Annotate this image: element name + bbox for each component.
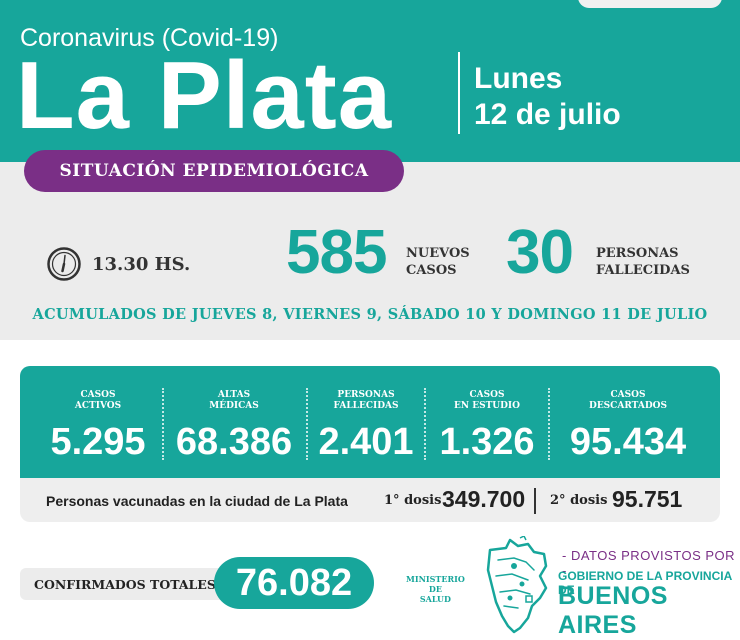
new-cases-label: NUEVOS CASOS: [406, 245, 470, 279]
subtitle: Coronavirus (Covid-19): [20, 24, 279, 52]
stat-discarded: CASOS DESCARTADOS 95.434: [550, 366, 706, 478]
confirmed-value: 76.082: [214, 557, 374, 609]
confirmed-label: CONFIRMADOS TOTALES: [34, 577, 216, 592]
stat-label-line2: ACTIVOS: [74, 401, 122, 411]
stat-medical-discharges: ALTAS MÉDICAS 68.386: [164, 366, 304, 478]
stat-value: 5.295: [50, 421, 146, 463]
city-title: La Plata: [16, 42, 393, 149]
header-banner: [0, 0, 740, 162]
stat-deceased: PERSONAS FALLECIDAS 2.401: [308, 366, 424, 478]
situation-badge: SITUACIÓN EPIDEMIOLÓGICA: [24, 150, 404, 192]
stat-label-line2: DESCARTADOS: [589, 401, 667, 411]
dose2-label: 2° dosis: [550, 493, 608, 508]
dose-divider: [534, 488, 536, 514]
stat-label-line2: FALLECIDAS: [333, 401, 399, 411]
stat-label: CASOS ACTIVOS: [34, 390, 162, 412]
new-cases-label-line1: NUEVOS: [406, 246, 470, 261]
stat-label-line2: MÉDICAS: [209, 401, 259, 411]
stat-label: CASOS DESCARTADOS: [550, 390, 706, 412]
stat-value: 2.401: [318, 421, 414, 463]
ministry-line1: MINISTERIO: [406, 574, 465, 584]
ministry-line2: DE: [428, 584, 442, 594]
stat-divider: [162, 388, 164, 460]
stats-card: CASOS ACTIVOS 5.295 ALTAS MÉDICAS 68.386…: [20, 366, 720, 522]
dose1-label: 1° dosis: [384, 493, 442, 508]
province-label: BUENOS AIRES: [558, 582, 668, 639]
deaths-label: PERSONAS FALLECIDAS: [596, 245, 690, 279]
stat-value: 1.326: [439, 421, 535, 463]
stat-under-study: CASOS EN ESTUDIO 1.326: [426, 366, 548, 478]
stat-label-line1: CASOS: [80, 390, 116, 400]
stat-label: PERSONAS FALLECIDAS: [308, 390, 424, 412]
top-tab: [578, 0, 722, 8]
accumulated-note: ACUMULADOS DE JUEVES 8, VIERNES 9, SÁBAD…: [32, 306, 708, 323]
stat-divider: [424, 388, 426, 460]
report-time: 13.30 HS.: [92, 254, 191, 275]
stat-label-line1: CASOS: [610, 390, 646, 400]
dose2-value: 95.751: [612, 486, 683, 512]
stat-label-line1: ALTAS: [217, 390, 251, 400]
date-full: 12 de julio: [474, 98, 621, 131]
deaths-value: 30: [506, 218, 574, 287]
stat-label-line1: CASOS: [469, 390, 505, 400]
new-cases-value: 585: [286, 218, 387, 287]
government-label: GOBIERNO DE LA PROVINCIA DE: [558, 569, 732, 597]
confirmed-bar: [20, 568, 240, 600]
stat-divider: [306, 388, 308, 460]
stat-label: ALTAS MÉDICAS: [164, 390, 304, 412]
clock-icon: [47, 247, 81, 281]
stat-label: CASOS EN ESTUDIO: [426, 390, 548, 412]
stats-panel: CASOS ACTIVOS 5.295 ALTAS MÉDICAS 68.386…: [20, 366, 720, 478]
date-day: Lunes: [474, 62, 563, 95]
ministry-line3: SALUD: [419, 594, 451, 604]
stat-label-line1: PERSONAS: [337, 390, 395, 400]
stat-label-line2: EN ESTUDIO: [454, 401, 520, 411]
stat-divider: [548, 388, 550, 460]
new-cases-label-line2: CASOS: [406, 263, 457, 278]
dose1-value: 349.700: [442, 486, 526, 512]
provided-by-label: - DATOS PROVISTOS POR -: [562, 548, 736, 578]
stat-value: 68.386: [175, 421, 293, 463]
deaths-label-line1: PERSONAS: [596, 246, 679, 261]
buenos-aires-map-icon: [486, 536, 548, 634]
ministry-label: MINISTERIO DE SALUD: [406, 574, 465, 604]
stat-active-cases: CASOS ACTIVOS 5.295: [34, 366, 162, 478]
vaccination-label: Personas vacunadas en la ciudad de La Pl…: [46, 493, 348, 509]
date-divider: [458, 52, 460, 134]
stat-value: 95.434: [569, 421, 687, 463]
deaths-label-line2: FALLECIDAS: [596, 263, 690, 278]
